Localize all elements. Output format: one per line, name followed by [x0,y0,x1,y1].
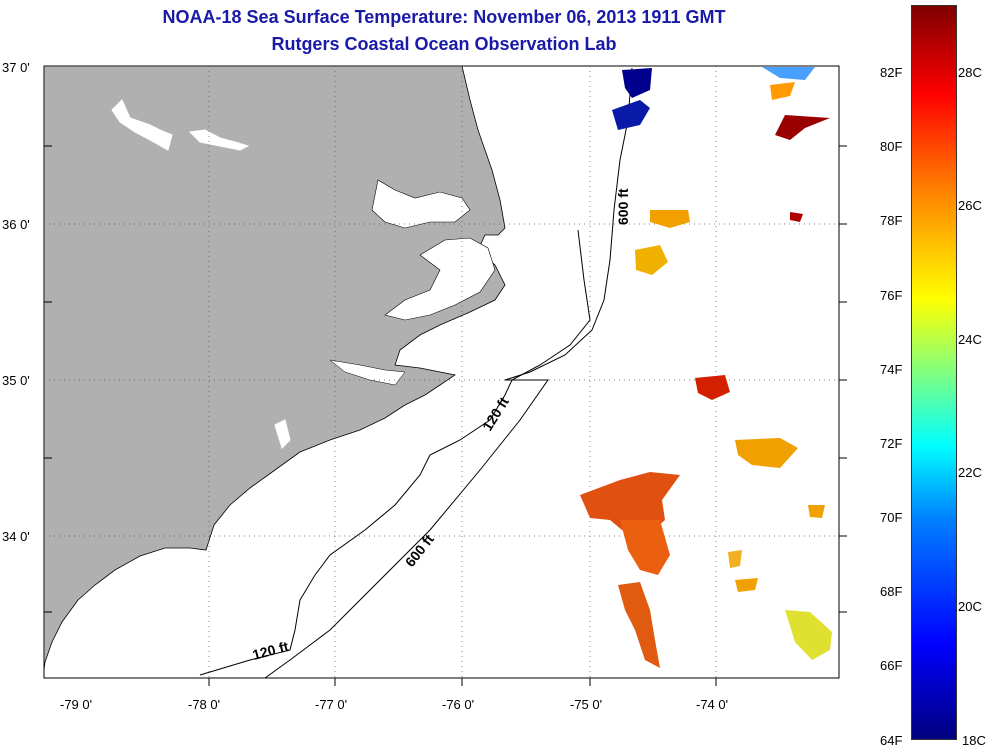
albemarle-sound [371,179,471,229]
contour-label: 600 ft [615,188,631,225]
depth-contours [199,67,633,679]
sst-patch-gradient [762,67,815,80]
sst-patch-yellow [785,610,832,660]
sst-patch-dark-red [790,212,803,222]
colorbar-f-label: 68F [880,584,903,599]
map-subtitle: Rutgers Coastal Ocean Observation Lab [271,34,617,54]
sst-patch-orange [728,550,742,568]
sst-patch-red-main [620,520,670,575]
lat-label: 37 0' [2,60,30,75]
cape-fear-river [274,419,291,449]
sst-patch-orange [808,505,825,518]
lon-label: -76 0' [442,697,475,712]
contour-120ft [199,229,591,676]
sst-patch-red-main [618,582,660,668]
lon-label: -79 0' [60,697,93,712]
pamlico-sound [384,237,496,321]
lat-label: 35 0' [2,373,30,388]
lake-outline-2 [188,129,250,151]
colorbar-f-label: 66F [880,658,903,673]
temperature-colorbar [911,5,957,740]
sst-patch-red [695,375,730,400]
colorbar-f-label: 72F [880,436,903,451]
lat-label: 34 0' [2,529,30,544]
colorbar-c-label: 18C [962,733,986,748]
colorbar-f-label: 78F [880,213,903,228]
lat-label: 36 0' [2,217,30,232]
sst-patch-blue [612,100,650,130]
lon-label: -78 0' [188,697,221,712]
colorbar-f-label: 76F [880,288,903,303]
lon-label: -74 0' [696,697,729,712]
colorbar-f-label: 70F [880,510,903,525]
sst-patch-orange [735,578,758,592]
colorbar-c-label: 28C [958,65,982,80]
colorbar-c-label: 20C [958,599,982,614]
colorbar-f-label: 64F [880,733,903,748]
sst-patch-dark-red [775,115,830,140]
axis-ticks [44,145,847,686]
colorbar-c-label: 26C [958,198,982,213]
sst-patches [580,67,832,668]
colorbar-f-label: 74F [880,362,903,377]
sst-patch-red-main [580,472,680,535]
lon-label: -77 0' [315,697,348,712]
colorbar-c-label: 22C [958,465,982,480]
graticule [44,66,839,678]
lake-outline-1 [111,99,173,151]
neuse-river [329,359,406,386]
sst-patch-orange [770,82,795,100]
colorbar-c-label: 24C [958,332,982,347]
sst-patch-orange [650,210,690,228]
sst-patch-blue [622,68,652,98]
colorbar-f-label: 80F [880,139,903,154]
colorbar-f-label: 82F [880,65,903,80]
sst-patch-orange [635,245,668,275]
contour-600ft [264,67,633,679]
sst-patch-orange [735,438,798,468]
lon-label: -75 0' [570,697,603,712]
map-title: NOAA-18 Sea Surface Temperature: Novembe… [162,7,726,27]
